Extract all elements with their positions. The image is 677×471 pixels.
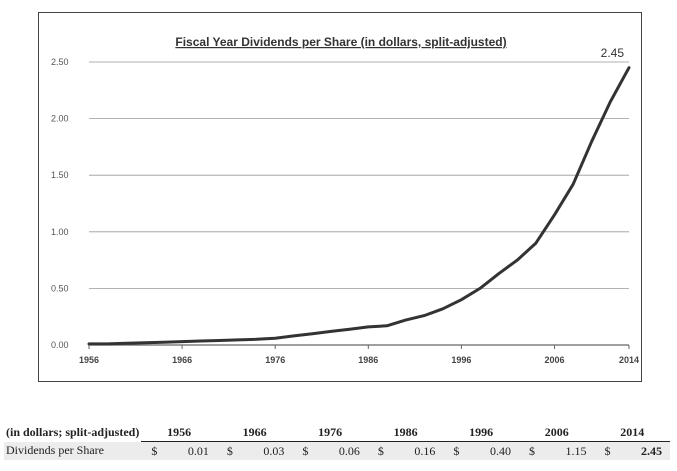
y-tick-label: 0.00 (51, 340, 69, 350)
value-cell: 0.40 (470, 441, 519, 460)
currency-symbol: $ (443, 441, 471, 460)
value-cell: 0.16 (395, 441, 444, 460)
x-tick-label: 1956 (79, 355, 99, 365)
currency-symbol: $ (292, 441, 320, 460)
currency-symbol: $ (141, 441, 169, 460)
x-tick-label: 1976 (265, 355, 285, 365)
dividends-table: (in dollars; split-adjusted) 1956 1966 1… (4, 424, 670, 460)
table-header-label: (in dollars; split-adjusted) (6, 425, 140, 440)
table-row: Dividends per Share $ 0.01 $ 0.03 $ 0.06… (4, 441, 670, 460)
currency-symbol: $ (594, 441, 622, 460)
dividends-series-line (87, 66, 631, 346)
value-cell: 0.06 (319, 441, 368, 460)
y-tick-label: 1.50 (51, 170, 69, 180)
last-value-annotation: 2.45 (601, 46, 625, 60)
value-cell: 2.45 (621, 441, 670, 460)
dividends-line-chart: 0.00 0.50 1.00 1.50 2.00 2.50 1956 1966 1976 198… (51, 35, 639, 365)
x-tick-label: 1996 (451, 355, 471, 365)
x-tick-label: 2006 (545, 355, 565, 365)
y-tick-label: 2.00 (51, 114, 69, 124)
y-tick-label: 0.50 (51, 283, 69, 293)
table-header-row: (in dollars; split-adjusted) 1956 1966 1… (4, 424, 670, 442)
value-cell: 0.01 (168, 441, 217, 460)
year-header: 2006 (518, 424, 595, 442)
x-tick-label: 2014 (619, 355, 639, 365)
chart-title: Fiscal Year Dividends per Share (in doll… (175, 35, 506, 49)
currency-symbol: $ (518, 441, 547, 460)
y-tick-label: 1.00 (51, 227, 69, 237)
year-header: 1986 (367, 424, 444, 442)
currency-symbol: $ (216, 441, 245, 460)
x-tick-label: 1986 (358, 355, 378, 365)
row-label: Dividends per Share (4, 441, 142, 460)
currency-symbol: $ (367, 441, 396, 460)
year-header: 1956 (141, 424, 217, 442)
x-tick-label: 1966 (172, 355, 192, 365)
y-tick-label: 2.50 (51, 57, 69, 67)
chart-frame: 0.00 0.50 1.00 1.50 2.00 2.50 1956 1966 1976 198… (38, 12, 642, 382)
year-header: 1996 (443, 424, 519, 442)
value-cell: 0.03 (244, 441, 293, 460)
value-cell: 1.15 (546, 441, 595, 460)
year-header: 1976 (292, 424, 368, 442)
year-header: 2014 (594, 424, 670, 442)
year-header: 1966 (216, 424, 293, 442)
